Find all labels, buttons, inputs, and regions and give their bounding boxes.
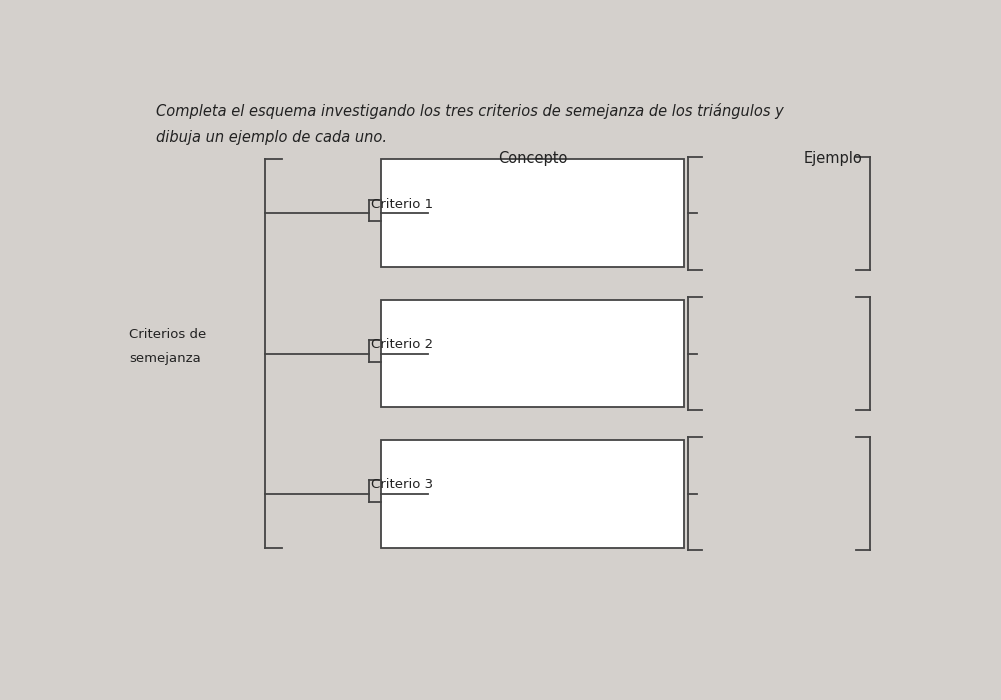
Text: Concepto: Concepto <box>497 151 568 167</box>
Text: Completa el esquema investigando los tres criterios de semejanza de los triángul: Completa el esquema investigando los tre… <box>156 103 784 119</box>
Text: Criterios de: Criterios de <box>129 328 206 341</box>
Text: Criterio 3: Criterio 3 <box>371 478 433 491</box>
Text: Criterio 2: Criterio 2 <box>371 338 433 351</box>
Text: Criterio 1: Criterio 1 <box>371 197 433 211</box>
Bar <box>381 440 684 547</box>
Text: semejanza: semejanza <box>129 352 201 365</box>
Text: Ejemplo: Ejemplo <box>804 151 862 167</box>
Bar <box>381 300 684 407</box>
Text: dibuja un ejemplo de cada uno.: dibuja un ejemplo de cada uno. <box>156 130 387 145</box>
Bar <box>381 160 684 267</box>
